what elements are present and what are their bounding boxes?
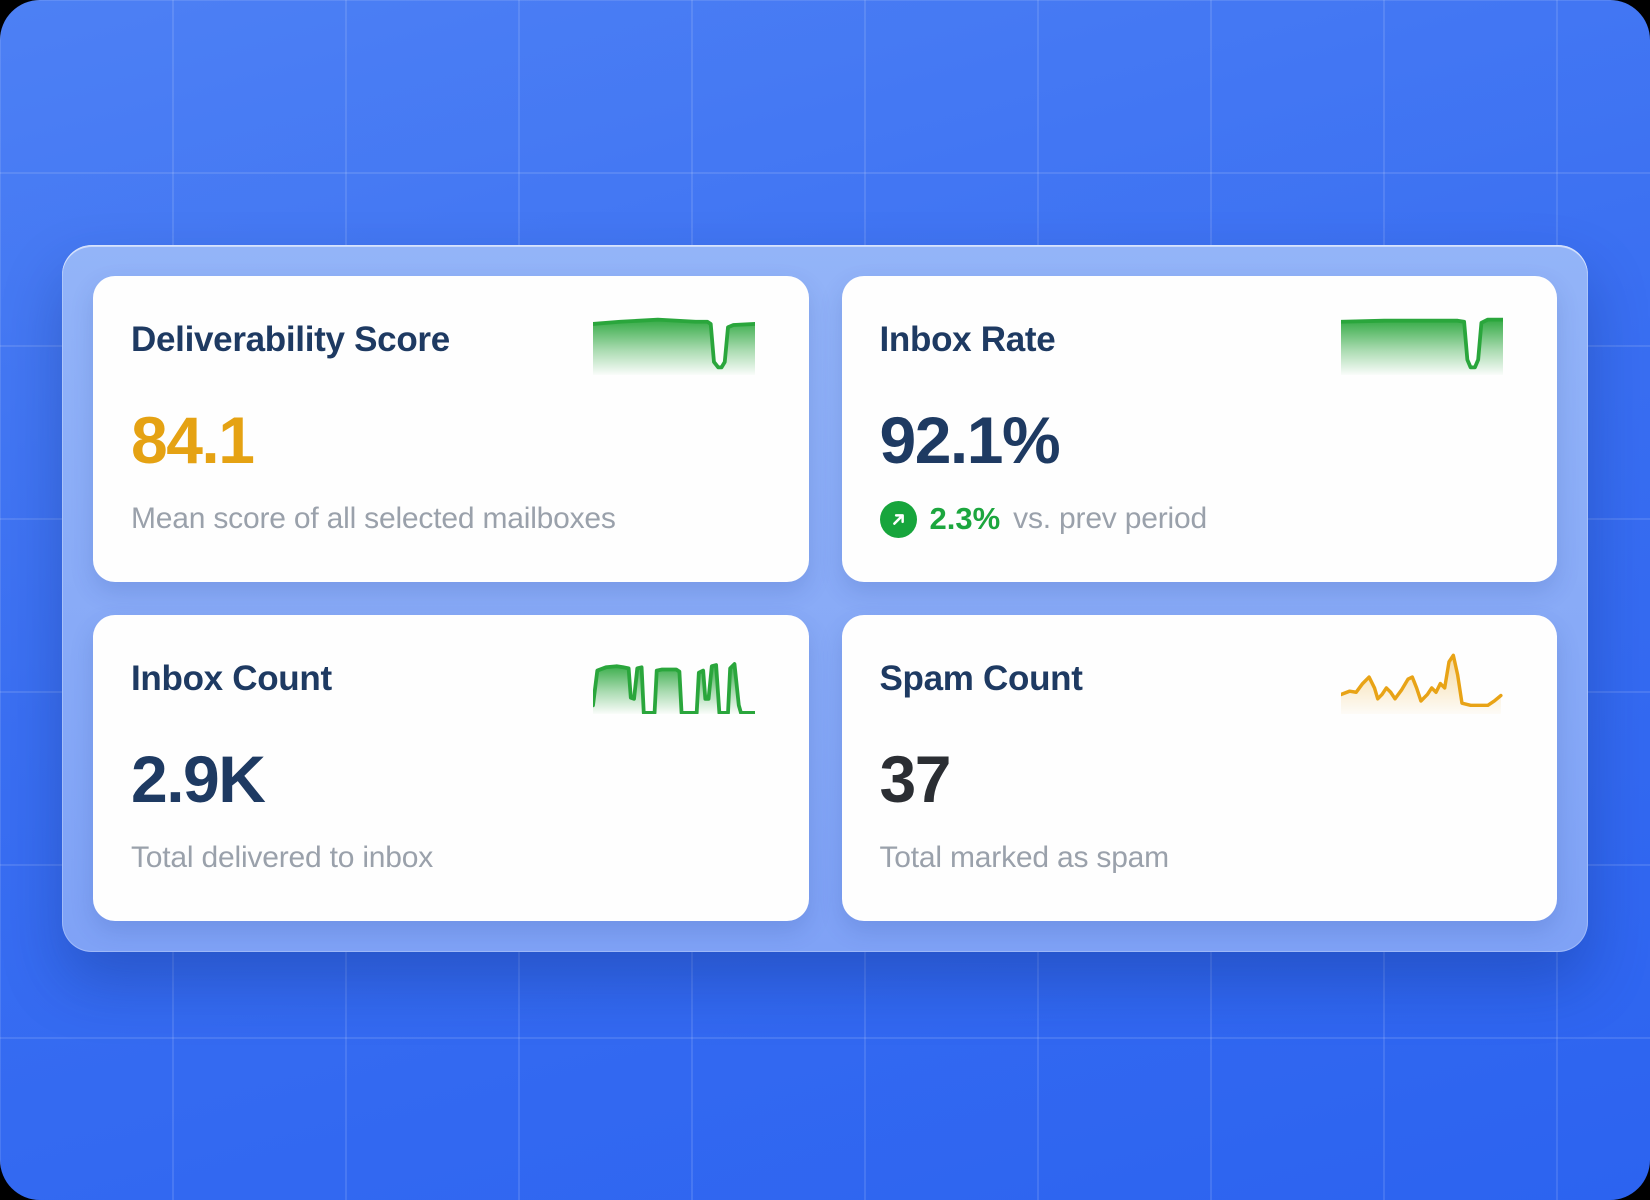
metric-title: Spam Count [879, 659, 1083, 698]
card-header: Spam Count [880, 645, 1518, 714]
deliverability-sparkline-icon [592, 317, 755, 375]
metric-title: Inbox Rate [879, 320, 1056, 359]
metric-title: Inbox Count [131, 659, 332, 698]
card-spam-count: Spam Count 37 Total marked as spam [841, 615, 1557, 921]
metric-subtitle: Total marked as spam [879, 841, 1170, 874]
delta-label: vs. prev period [1013, 502, 1207, 535]
card-inbox-count: Inbox Count 2.9K Total delivered to inbo… [93, 615, 809, 921]
metric-subtitle: Mean score of all selected mailboxes [131, 502, 616, 535]
card-header: Deliverability Score [131, 306, 769, 375]
metric-value: 37 [879, 742, 952, 816]
metric-value: 2.9K [131, 742, 266, 816]
metric-value: 92.1% [879, 403, 1061, 477]
arrow-up-right-icon [892, 513, 904, 525]
metric-value: 84.1 [131, 403, 255, 477]
card-footer: Total delivered to inbox [131, 839, 769, 877]
trend-up-badge [879, 500, 917, 538]
spam-count-sparkline-icon [1341, 653, 1503, 714]
card-footer: 2.3% vs. prev period [879, 500, 1518, 538]
card-header: Inbox Rate [880, 306, 1518, 375]
inbox-rate-sparkline-icon [1341, 317, 1503, 375]
card-footer: Mean score of all selected mailboxes [131, 500, 769, 538]
card-footer: Total marked as spam [880, 839, 1518, 877]
metric-title: Deliverability Score [131, 320, 450, 359]
metrics-panel: Deliverability Score 84.1 Mean score of … [62, 245, 1588, 952]
card-inbox-rate: Inbox Rate 92.1% 2.3% vs. prev period [841, 276, 1557, 582]
card-deliverability-score: Deliverability Score 84.1 Mean score of … [93, 276, 809, 582]
delta-value: 2.3% [929, 501, 1001, 536]
inbox-count-sparkline-icon [592, 662, 755, 714]
card-header: Inbox Count [131, 645, 769, 714]
metric-subtitle: Total delivered to inbox [131, 841, 434, 874]
